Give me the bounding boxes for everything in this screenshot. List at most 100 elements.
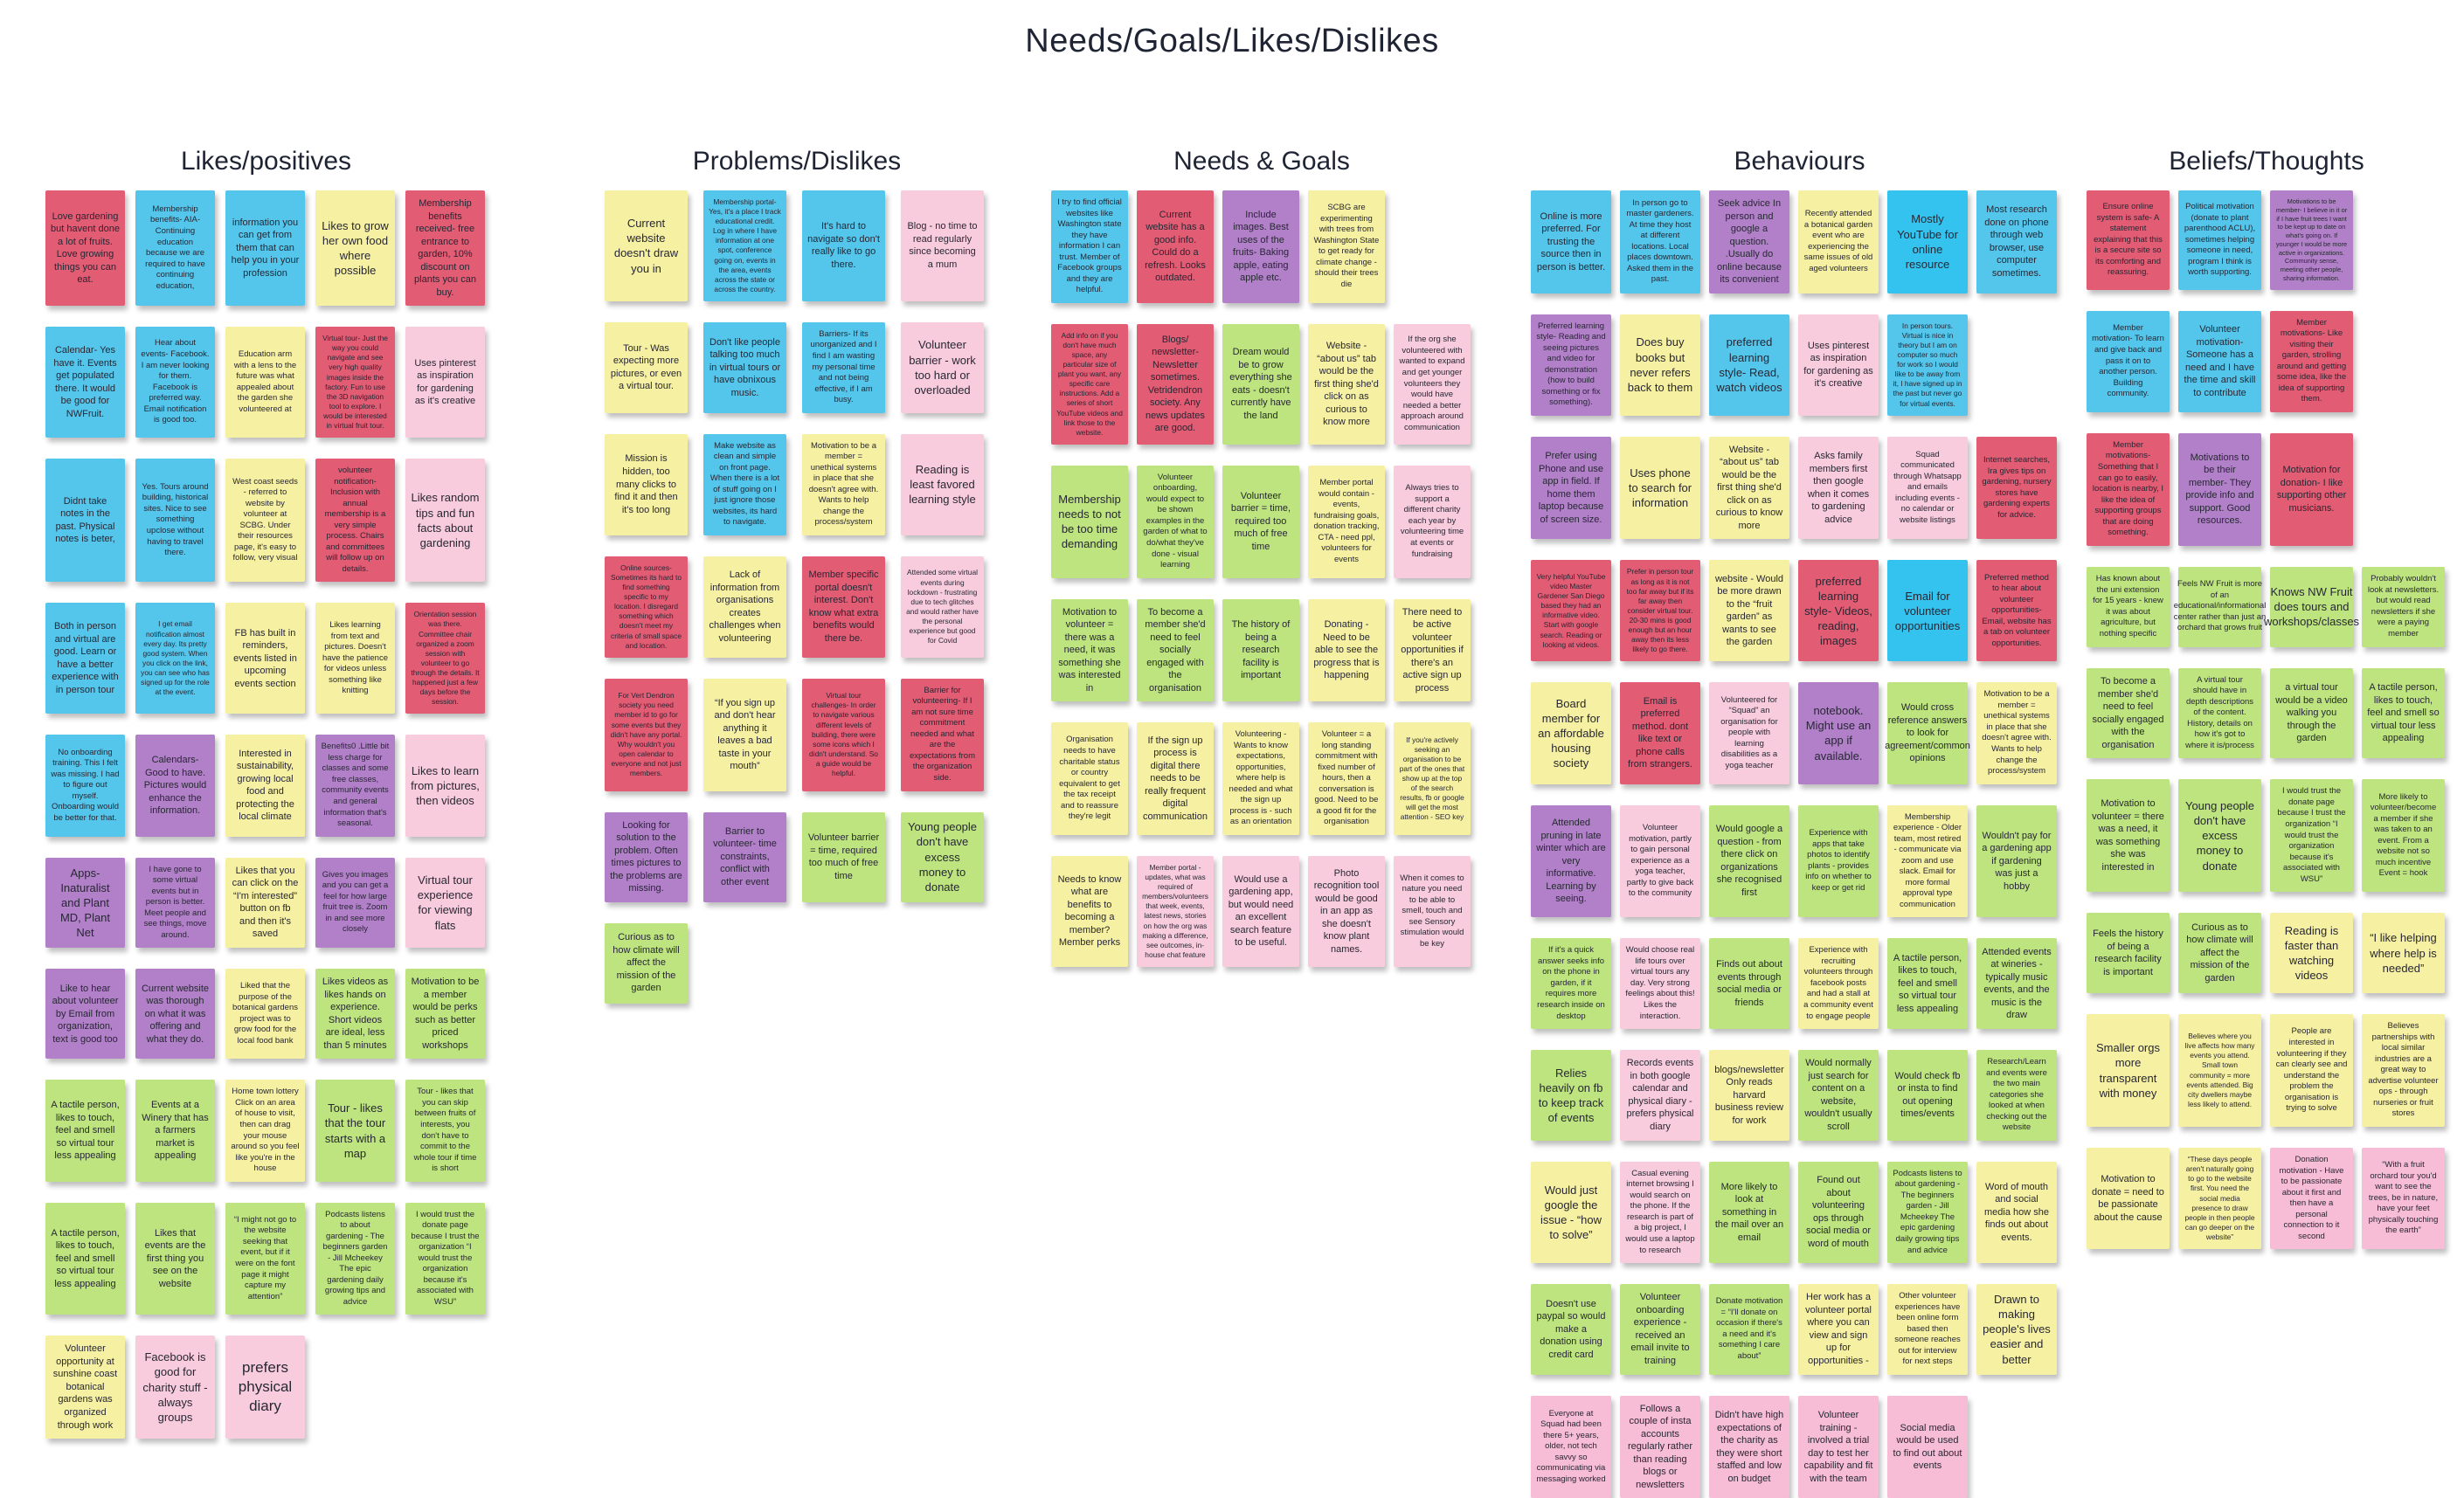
sticky-note[interactable]: Her work has a volunteer portal where yo… bbox=[1798, 1284, 1879, 1375]
sticky-note[interactable]: “I might not go to the website seeking t… bbox=[225, 1202, 305, 1315]
sticky-note[interactable]: Member portal - updates, what was requir… bbox=[1137, 855, 1214, 967]
sticky-note[interactable]: information you can get from them that c… bbox=[225, 190, 305, 307]
sticky-note[interactable]: Mostly YouTube for online resource bbox=[1887, 190, 1968, 293]
sticky-note[interactable]: No onboarding training. This I felt was … bbox=[45, 735, 125, 837]
sticky-note[interactable]: Internet searches, Ira gives tips on gar… bbox=[1976, 436, 2057, 540]
sticky-note[interactable]: Squad communicated through Whatsapp and … bbox=[1887, 436, 1968, 540]
sticky-note[interactable]: Would normally just search for content o… bbox=[1798, 1050, 1879, 1141]
sticky-note[interactable]: Podcasts listens to about gardening - Th… bbox=[315, 1202, 395, 1315]
sticky-note[interactable]: Volunteered for “Squad” an organisation … bbox=[1709, 682, 1789, 784]
sticky-note[interactable]: Membership benefits received- free entra… bbox=[405, 190, 485, 307]
sticky-note[interactable]: Benefits0 .Little bit less charge for cl… bbox=[315, 735, 395, 837]
sticky-note[interactable]: People are interested in volunteering if… bbox=[2270, 1014, 2353, 1127]
sticky-note[interactable]: Motivation to donate = need to be passio… bbox=[2087, 1147, 2170, 1250]
sticky-note[interactable]: Uses phone to search for information bbox=[1620, 436, 1700, 540]
sticky-note[interactable]: Motivation for donation- I like supporti… bbox=[2270, 432, 2353, 546]
sticky-note[interactable]: A tactile person, likes to touch, feel a… bbox=[1887, 938, 1968, 1030]
sticky-note[interactable]: FB has built in reminders, events listed… bbox=[225, 603, 305, 714]
sticky-note[interactable]: Virtual tour- Just the way you could nav… bbox=[315, 327, 395, 438]
sticky-note[interactable]: Probably wouldn't look at newsletters. b… bbox=[2362, 566, 2445, 647]
sticky-note[interactable]: Apps- Inaturalist and Plant MD, Plant Ne… bbox=[45, 857, 125, 949]
sticky-note[interactable]: Board member for an affordable housing s… bbox=[1531, 682, 1611, 784]
sticky-note[interactable]: Preferred method to hear about volunteer… bbox=[1976, 560, 2057, 662]
sticky-note[interactable]: Interested in sustainability, growing lo… bbox=[225, 735, 305, 837]
sticky-note[interactable]: Yes. Tours around building, historical s… bbox=[135, 459, 215, 583]
sticky-note[interactable]: Experience with recruiting volunteers th… bbox=[1798, 938, 1879, 1030]
sticky-note[interactable]: Attended some virtual events during lock… bbox=[901, 556, 984, 658]
sticky-note[interactable]: Member motivation- To learn and give bac… bbox=[2087, 310, 2170, 412]
sticky-note[interactable]: Email for volunteer opportunities bbox=[1887, 560, 1968, 662]
sticky-note[interactable]: Likes random tips and fun facts about ga… bbox=[405, 459, 485, 583]
sticky-note[interactable]: Member portal would contain - events, fu… bbox=[1308, 465, 1385, 578]
sticky-note[interactable]: Feels NW Fruit is more of an educational… bbox=[2174, 566, 2266, 647]
sticky-note[interactable]: Looking for solution to the problem. Oft… bbox=[605, 811, 688, 902]
sticky-note[interactable]: Preferred learning style- Reading and se… bbox=[1531, 314, 1611, 416]
sticky-note[interactable]: If the sign up process is digital there … bbox=[1137, 722, 1214, 835]
sticky-note[interactable]: Make website as clean and simple on fron… bbox=[703, 433, 786, 535]
sticky-note[interactable]: volunteer notification- Inclusion with a… bbox=[315, 459, 395, 583]
sticky-note[interactable]: Volunteer motivation- Someone has a need… bbox=[2178, 310, 2261, 412]
sticky-note[interactable]: Curious as to how climate will affect th… bbox=[2178, 913, 2261, 994]
sticky-note[interactable]: Didn't have high expectations of the cha… bbox=[1709, 1395, 1789, 1498]
sticky-note[interactable]: Uses pinterest as inspiration for garden… bbox=[1798, 314, 1879, 416]
sticky-note[interactable]: Didnt take notes in the past. Physical n… bbox=[45, 459, 125, 583]
sticky-note[interactable]: I would trust the donate page because I … bbox=[405, 1202, 485, 1315]
sticky-note[interactable]: Finds out about events through social me… bbox=[1709, 938, 1789, 1030]
sticky-note[interactable]: Attended events at wineries - typically … bbox=[1976, 938, 2057, 1030]
sticky-note[interactable]: Would google a question - from there cli… bbox=[1709, 804, 1789, 918]
sticky-note[interactable]: Curious as to how climate will affect th… bbox=[605, 922, 688, 1004]
sticky-note[interactable]: a virtual tour would be a video walking … bbox=[2270, 667, 2353, 759]
sticky-note[interactable]: Tour - likes that the tour starts with a… bbox=[315, 1080, 395, 1182]
sticky-note[interactable]: Like to hear about volunteer by Email fr… bbox=[45, 969, 125, 1060]
sticky-note[interactable]: Blog - no time to read regularly since b… bbox=[901, 190, 984, 301]
sticky-note[interactable]: Online is more preferred. For trusting t… bbox=[1531, 190, 1611, 293]
sticky-note[interactable]: It's hard to navigate so don't really li… bbox=[802, 190, 885, 301]
sticky-note[interactable]: Membership benefits- AIA- Continuing edu… bbox=[135, 190, 215, 307]
sticky-note[interactable]: Would just google the issue - “how to so… bbox=[1531, 1161, 1611, 1264]
sticky-note[interactable]: Volunteer onboarding, would expect to be… bbox=[1137, 465, 1214, 578]
sticky-note[interactable]: Events at a Winery that has a farmers ma… bbox=[135, 1080, 215, 1182]
sticky-note[interactable]: Volunteer training - involved a trial da… bbox=[1798, 1395, 1879, 1498]
sticky-note[interactable]: Membership portal- Yes, it's a place I t… bbox=[703, 190, 786, 301]
sticky-note[interactable]: Uses pinterest as inspiration for garden… bbox=[405, 327, 485, 438]
sticky-note[interactable]: Home town lottery Click on an area of ho… bbox=[225, 1080, 305, 1182]
sticky-note[interactable]: Dream would be to grow everything she ea… bbox=[1222, 323, 1299, 445]
sticky-note[interactable]: Would check fb or insta to find out open… bbox=[1887, 1050, 1968, 1141]
sticky-note[interactable]: Would cross reference answers to look fo… bbox=[1885, 682, 1970, 784]
sticky-note[interactable]: Website - “about us” tab would be the fi… bbox=[1709, 436, 1789, 540]
sticky-note[interactable]: SCBG are experimenting with trees from W… bbox=[1308, 190, 1385, 303]
sticky-note[interactable]: Membership experience - Older team, most… bbox=[1887, 804, 1968, 918]
sticky-note[interactable]: Include images. Best uses of the fruits-… bbox=[1222, 190, 1299, 303]
sticky-note[interactable]: Education arm with a lens to the future … bbox=[225, 327, 305, 438]
sticky-note[interactable]: Online sources- Sometimes its hard to fi… bbox=[605, 556, 688, 658]
sticky-note[interactable]: Calendars- Good to have. Pictures would … bbox=[135, 735, 215, 837]
sticky-note[interactable]: Reading is faster than watching videos bbox=[2270, 913, 2353, 994]
sticky-note[interactable]: Most research done on phone through web … bbox=[1976, 190, 2057, 293]
sticky-note[interactable]: Current website has a good info. Could d… bbox=[1137, 190, 1214, 303]
sticky-note[interactable]: Believes where you live affects how many… bbox=[2178, 1014, 2261, 1127]
sticky-note[interactable]: Hear about events- Facebook. I am never … bbox=[135, 327, 215, 438]
sticky-note[interactable]: Membership needs to not be too time dema… bbox=[1051, 465, 1128, 578]
sticky-note[interactable]: Add info on if you don't have much space… bbox=[1051, 323, 1128, 445]
sticky-note[interactable]: Word of mouth and social media how she f… bbox=[1976, 1161, 2057, 1264]
sticky-note[interactable]: Volunteer barrier - work too hard or ove… bbox=[901, 321, 984, 413]
sticky-note[interactable]: “If you sign up and don't hear anything … bbox=[703, 678, 786, 791]
sticky-note[interactable]: Relies heavily on fb to keep track of ev… bbox=[1531, 1050, 1611, 1141]
sticky-note[interactable]: Likes that you can click on the “I'm int… bbox=[225, 857, 305, 949]
sticky-note[interactable]: Mission is hidden, too many clicks to fi… bbox=[605, 433, 688, 535]
sticky-note[interactable]: Virtual tour challenges- In order to nav… bbox=[802, 678, 885, 791]
sticky-note[interactable]: Tour - Was expecting more pictures, or e… bbox=[605, 321, 688, 413]
sticky-note[interactable]: Seek advice In person and google a quest… bbox=[1709, 190, 1789, 293]
sticky-note[interactable]: Social media would be used to find out a… bbox=[1887, 1395, 1968, 1498]
sticky-note[interactable]: Motivation to volunteer = there was a ne… bbox=[1051, 598, 1128, 702]
sticky-note[interactable]: Reading is least favored learning style bbox=[901, 433, 984, 535]
sticky-note[interactable]: Likes to grow her own food where possibl… bbox=[315, 190, 395, 307]
sticky-note[interactable]: In person tours. Virtual is nice in theo… bbox=[1887, 314, 1968, 416]
sticky-note[interactable]: To become a member she'd need to feel so… bbox=[1137, 598, 1214, 702]
sticky-note[interactable]: Wouldn't pay for a gardening app if gard… bbox=[1976, 804, 2057, 918]
sticky-note[interactable]: Member specific portal doesn't interest.… bbox=[802, 556, 885, 658]
sticky-note[interactable]: Barrier to volunteer- time constraints, … bbox=[703, 811, 786, 902]
sticky-note[interactable]: A tactile person, likes to touch, feel a… bbox=[2362, 667, 2445, 759]
sticky-note[interactable]: Does buy books but never refers back to … bbox=[1620, 314, 1700, 416]
sticky-note[interactable]: More likely to look at something in the … bbox=[1709, 1161, 1789, 1264]
